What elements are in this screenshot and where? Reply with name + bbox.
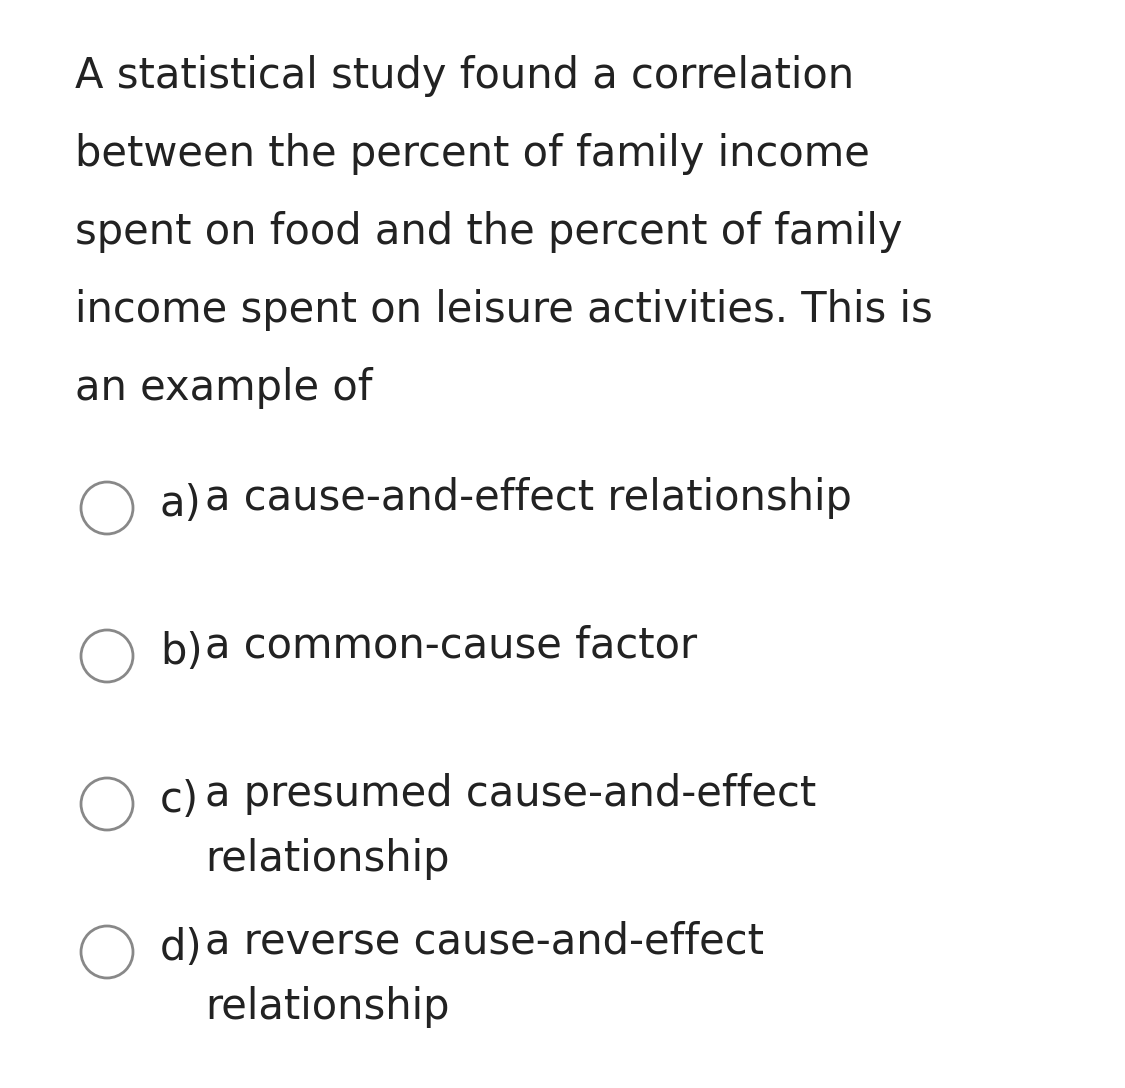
Text: a common-cause factor: a common-cause factor: [205, 625, 698, 667]
Text: A statistical study found a correlation: A statistical study found a correlation: [75, 55, 854, 97]
Text: relationship: relationship: [205, 986, 450, 1028]
Text: a cause-and-effect relationship: a cause-and-effect relationship: [205, 477, 852, 519]
Text: between the percent of family income: between the percent of family income: [75, 133, 870, 175]
Text: relationship: relationship: [205, 838, 450, 880]
Text: c): c): [160, 779, 199, 821]
Text: an example of: an example of: [75, 367, 372, 409]
Text: spent on food and the percent of family: spent on food and the percent of family: [75, 211, 902, 254]
Text: income spent on leisure activities. This is: income spent on leisure activities. This…: [75, 289, 933, 331]
Text: d): d): [160, 927, 202, 969]
Text: a): a): [160, 483, 201, 526]
Text: b): b): [160, 631, 202, 673]
Text: a reverse cause-and-effect: a reverse cause-and-effect: [205, 922, 764, 963]
Text: a presumed cause-and-effect: a presumed cause-and-effect: [205, 772, 817, 815]
